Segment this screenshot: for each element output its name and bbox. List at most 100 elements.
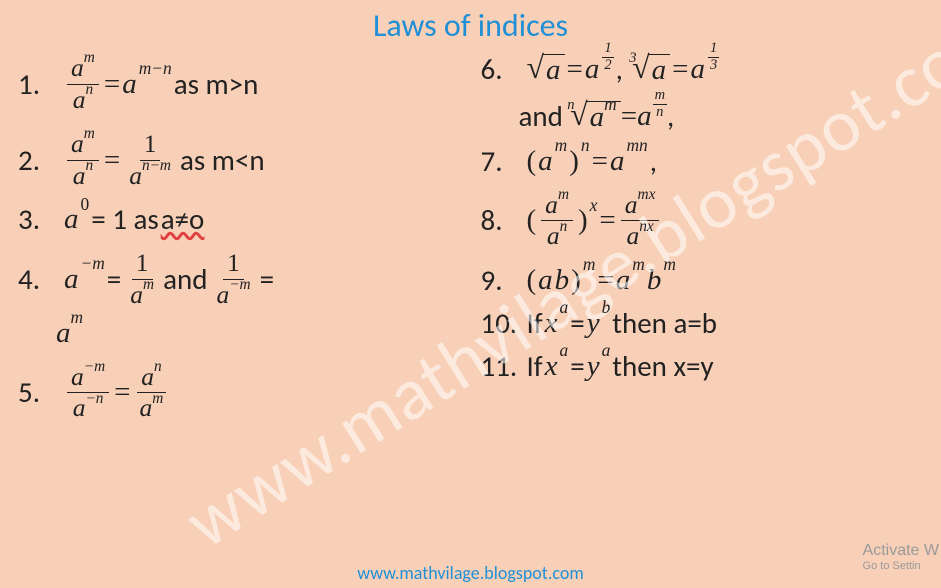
fraction: a−m a−n [67, 362, 109, 424]
exponent: −n [85, 390, 103, 407]
if-text: If [527, 309, 543, 338]
fraction: amx anx [621, 190, 660, 252]
exponent: m [604, 94, 617, 114]
law-expression: a0 = 1 as a≠o [64, 205, 204, 234]
then-text: then a=b [612, 309, 717, 338]
page-title: Laws of indices [0, 0, 941, 45]
frac-exponent: 13 [708, 41, 719, 74]
law-expression: If xa = ya then x=y [527, 352, 714, 381]
base: a [538, 147, 553, 176]
equals: = [104, 70, 120, 99]
numerator: 1 [144, 129, 157, 158]
law-6: 6. √a = a 12 , 3√a = a 13 [481, 53, 924, 86]
exponent: a [560, 299, 569, 316]
base: a [545, 190, 558, 219]
fraction: an am [136, 362, 168, 424]
law-number: 9. [481, 266, 527, 295]
base: a [590, 101, 605, 133]
law-number: 7. [481, 147, 527, 176]
law-number: 8. [481, 206, 527, 235]
if-text: If [527, 352, 543, 381]
law-expression: ( am an )x = amx anx [527, 190, 663, 252]
exponent: m−n [139, 60, 172, 77]
law-number: 6. [481, 55, 527, 84]
exponent: nx [639, 218, 653, 235]
not-equal-condition: a≠o [161, 205, 205, 234]
fraction: am an [67, 53, 99, 115]
and-text: and [163, 265, 207, 294]
base: a [64, 205, 79, 234]
base: a [637, 102, 652, 131]
base: a [73, 85, 86, 114]
base: y [587, 309, 600, 338]
base: a [56, 319, 71, 348]
equals: = [114, 378, 130, 407]
equals: = [104, 146, 120, 175]
left-column: 1. am an = am−n as m>n 2. am an = [18, 53, 471, 438]
exponent: m [143, 276, 154, 293]
base: a [64, 265, 79, 294]
exponent: x [590, 197, 598, 214]
base: a [71, 362, 84, 391]
base: x [545, 352, 558, 381]
fraction: 1 an−m [125, 129, 175, 191]
exponent: −m [84, 358, 105, 375]
law-expression: am an = 1 an−m as m<n [64, 129, 265, 191]
exponent: n−m [142, 157, 171, 174]
law-number: 1. [18, 70, 64, 99]
fraction: 1 a−m [212, 248, 254, 310]
base: a [122, 70, 137, 99]
condition: as m>n [174, 70, 259, 99]
law-4-cont: am [18, 319, 461, 348]
law-expression: a−m a−n = an am [64, 362, 170, 424]
base: x [545, 309, 558, 338]
comma: , [650, 147, 657, 176]
exponent: m [632, 256, 645, 273]
base: y [587, 352, 600, 381]
activate-line2: Go to Settin [863, 560, 939, 572]
base: a [71, 53, 84, 82]
base: a [547, 221, 560, 250]
law-1: 1. am an = am−n as m>n [18, 53, 461, 115]
base: a [130, 280, 143, 309]
equals: = [567, 55, 583, 84]
cbrt: 3√a [625, 54, 670, 85]
base: a [141, 362, 154, 391]
law-4: 4. a−m = 1 am and 1 a−m = [18, 248, 461, 310]
comma: , [616, 55, 623, 84]
exponent: m [84, 125, 95, 142]
exponent: −m [229, 276, 250, 293]
law-number: 2. [18, 146, 64, 175]
equals: = [592, 147, 608, 176]
comma: , [667, 102, 674, 131]
fraction: 1 am [126, 248, 158, 310]
law-8: 8. ( am an )x = amx anx [481, 190, 924, 252]
then-text: then x=y [612, 352, 713, 381]
equals: = [597, 266, 613, 295]
equals: = [621, 102, 637, 131]
law-expression: am an = am−n as m>n [64, 53, 258, 115]
base: a [626, 221, 639, 250]
and-text: and [519, 102, 563, 131]
base: a [625, 190, 638, 219]
exponent: mn [626, 137, 647, 154]
exponent: n [85, 81, 93, 98]
fraction: am an [67, 129, 99, 191]
law-number: 11. [481, 352, 527, 381]
base: a [616, 266, 631, 295]
exponent: m [84, 49, 95, 66]
exponent: m [555, 137, 568, 154]
base: a [73, 393, 86, 422]
text: = 1 as [91, 205, 159, 234]
frac-exponent: 12 [602, 41, 613, 74]
law-2: 2. am an = 1 an−m as m<n [18, 129, 461, 191]
law-6-cont: and n√am = a mn , [481, 100, 924, 133]
exponent: m [71, 309, 84, 326]
law-number: 10. [481, 309, 527, 338]
law-expression: a−m = 1 am and 1 a−m = [64, 248, 274, 310]
law-5: 5. a−m a−n = an am [18, 362, 461, 424]
frac-exponent: mn [653, 88, 667, 121]
numerator: 1 [227, 248, 240, 277]
numerator: 1 [136, 248, 149, 277]
footer-url: www.mathvilage.blogspot.com [0, 562, 941, 584]
